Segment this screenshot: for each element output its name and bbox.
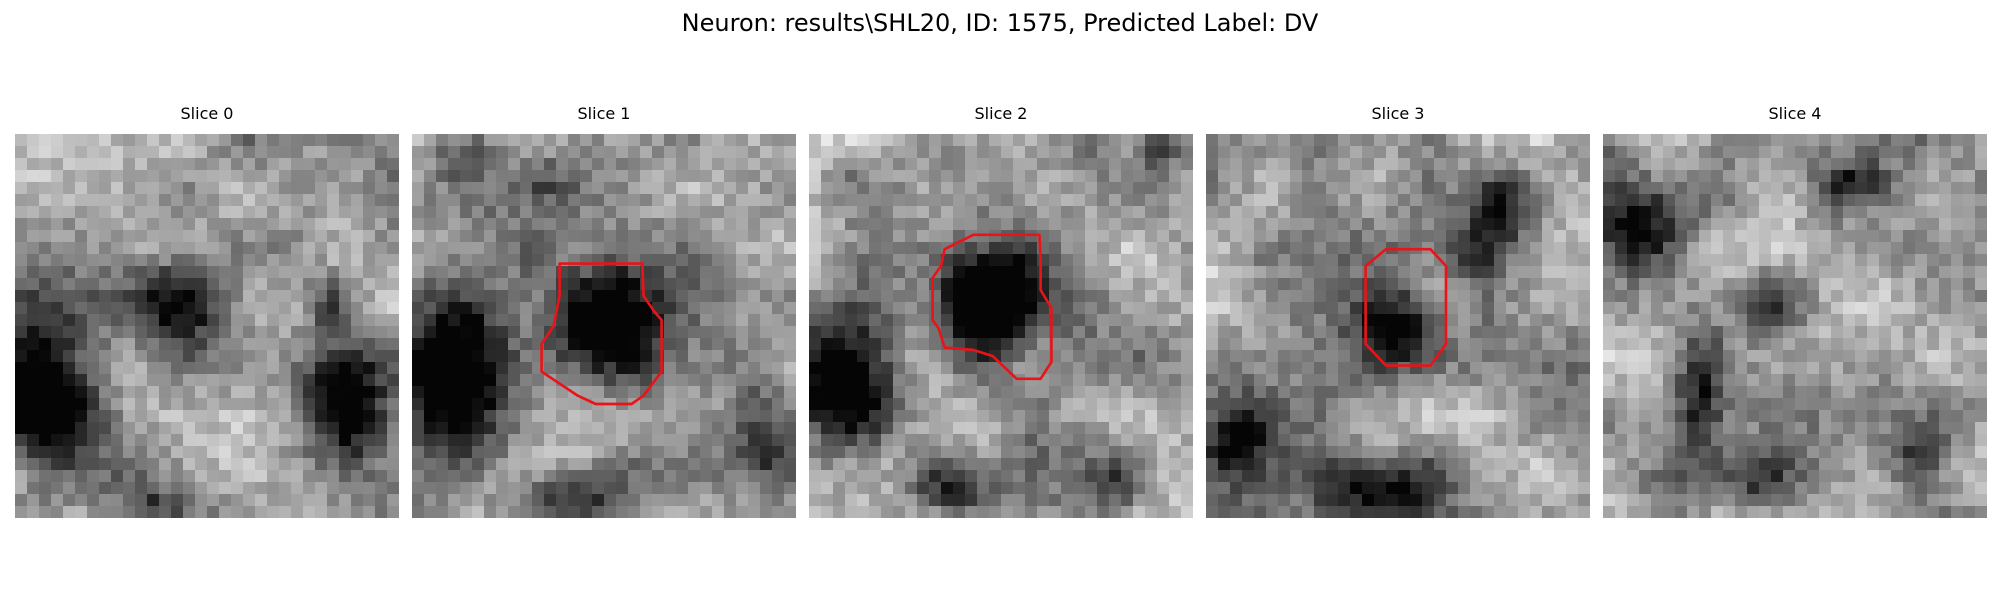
figure-title: Neuron: results\SHL20, ID: 1575, Predict… xyxy=(681,9,1319,37)
slice-panel-3: Slice 3 xyxy=(1206,104,1590,518)
roi-contour xyxy=(931,233,1053,381)
slice-title: Slice 2 xyxy=(974,104,1028,123)
slice-pixels xyxy=(1206,134,1590,518)
slice-pixels xyxy=(15,134,399,518)
slice-image xyxy=(15,134,399,518)
roi-contour xyxy=(1364,247,1448,367)
slice-image xyxy=(809,134,1193,518)
slice-title: Slice 4 xyxy=(1768,104,1822,123)
slice-title: Slice 1 xyxy=(577,104,631,123)
slice-panel-0: Slice 0 xyxy=(15,104,399,518)
slice-title: Slice 0 xyxy=(180,104,234,123)
slice-pixels xyxy=(809,134,1193,518)
slice-panel-1: Slice 1 xyxy=(412,104,796,518)
slice-pixels xyxy=(1603,134,1987,518)
slice-pixels xyxy=(412,134,796,518)
slice-image xyxy=(1206,134,1590,518)
slice-panel-2: Slice 2 xyxy=(809,104,1193,518)
slice-panel-4: Slice 4 xyxy=(1603,104,1987,518)
slice-image xyxy=(1603,134,1987,518)
slice-image xyxy=(412,134,796,518)
slice-title: Slice 3 xyxy=(1371,104,1425,123)
roi-contour xyxy=(540,262,663,406)
